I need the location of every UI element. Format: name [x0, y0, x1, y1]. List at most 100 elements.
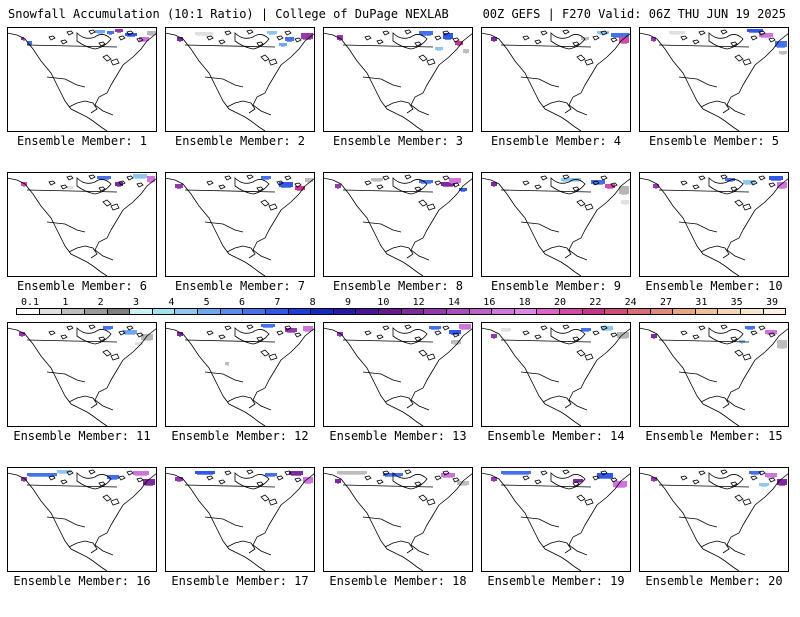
geographic-outlines — [165, 469, 315, 572]
colorbar-tick-label: 35 — [730, 297, 743, 308]
geographic-outlines — [639, 469, 789, 572]
colorbar-swatch — [445, 309, 469, 314]
ensemble-member-label: Ensemble Member: 14 — [487, 429, 625, 443]
snowfall-field — [337, 324, 471, 345]
ensemble-member-label: Ensemble Member: 17 — [171, 574, 309, 588]
ensemble-member-label: Ensemble Member: 9 — [490, 279, 622, 293]
ensemble-member-label: Ensemble Member: 15 — [645, 429, 783, 443]
colorbar-tick-label: 39 — [765, 297, 779, 308]
colorbar-swatch — [491, 309, 514, 314]
snowfall-map — [481, 467, 631, 572]
colorbar-swatch — [536, 309, 559, 314]
ensemble-member-label: Ensemble Member: 16 — [13, 574, 151, 588]
snowfall-map — [165, 172, 315, 277]
geographic-outlines — [481, 469, 631, 572]
ensemble-panel: Ensemble Member: 8 — [323, 172, 473, 322]
colorbar-swatch — [649, 309, 673, 314]
snowfall-field — [21, 29, 156, 46]
snowfall-field — [21, 470, 155, 486]
ensemble-member-label: Ensemble Member: 11 — [13, 429, 151, 443]
ensemble-member-label: Ensemble Member: 7 — [174, 279, 306, 293]
colorbar-tick-label: 31 — [695, 297, 708, 308]
ensemble-panel: Ensemble Member: 18 — [323, 467, 473, 617]
geographic-outlines — [639, 324, 789, 427]
colorbar-swatch — [61, 309, 84, 314]
map-frame — [639, 467, 789, 572]
geographic-outlines — [481, 174, 631, 277]
colorbar-swatch — [332, 309, 356, 314]
ensemble-panel: Ensemble Member: 1 — [7, 27, 157, 177]
map-frame — [165, 172, 315, 277]
ensemble-member-label: Ensemble Member: 5 — [648, 134, 780, 148]
map-frame — [7, 322, 157, 427]
geographic-outlines — [323, 29, 473, 132]
ensemble-panel: Ensemble Member: 6 — [7, 172, 157, 322]
colorbar-tick-label: 0.1 — [20, 297, 40, 308]
colorbar-tick-label: 6 — [238, 297, 246, 308]
colorbar-tick-label: 16 — [483, 297, 496, 308]
snowfall-field — [175, 471, 313, 484]
colorbar-tick-label: 18 — [518, 297, 531, 308]
map-frame — [639, 172, 789, 277]
colorbar-swatch — [17, 309, 39, 314]
snowfall-map — [323, 27, 473, 132]
snowfall-map — [165, 322, 315, 427]
ensemble-member-label: Ensemble Member: 13 — [329, 429, 467, 443]
snowfall-field — [653, 176, 787, 189]
ensemble-member-label: Ensemble Member: 20 — [645, 574, 783, 588]
colorbar-strip — [16, 308, 786, 315]
colorbar-tick-label: 1 — [62, 297, 69, 308]
map-frame — [323, 467, 473, 572]
snowfall-map — [165, 467, 315, 572]
colorbar-swatch — [423, 309, 446, 314]
snowfall-map — [639, 467, 789, 572]
geographic-outlines — [165, 174, 315, 277]
geographic-outlines — [7, 324, 157, 427]
ensemble-member-label: Ensemble Member: 12 — [171, 429, 309, 443]
map-frame — [165, 467, 315, 572]
geographic-outlines — [165, 324, 315, 427]
geographic-outlines — [639, 29, 789, 132]
geographic-outlines — [639, 174, 789, 277]
snowfall-map — [323, 467, 473, 572]
ensemble-panel: Ensemble Member: 5 — [639, 27, 789, 177]
ensemble-member-label: Ensemble Member: 4 — [490, 134, 622, 148]
snowfall-map — [165, 27, 315, 132]
ensemble-panel: Ensemble Member: 20 — [639, 467, 789, 617]
ensemble-panel: Ensemble Member: 9 — [481, 172, 631, 322]
ensemble-panel: Ensemble Member: 19 — [481, 467, 631, 617]
snowfall-map — [481, 27, 631, 132]
snowfall-map — [639, 322, 789, 427]
snowfall-map — [7, 322, 157, 427]
colorbar-swatch — [38, 309, 62, 314]
ensemble-panel: Ensemble Member: 15 — [639, 322, 789, 472]
colorbar-swatch — [400, 309, 424, 314]
map-frame — [165, 27, 315, 132]
colorbar-swatch — [242, 309, 265, 314]
ensemble-panel: Ensemble Member: 2 — [165, 27, 315, 177]
colorbar-swatch — [355, 309, 378, 314]
colorbar-swatch — [151, 309, 175, 314]
colorbar-tick-label: 3 — [132, 297, 140, 308]
ensemble-member-label: Ensemble Member: 2 — [174, 134, 306, 148]
colorbar-swatch — [694, 309, 718, 314]
snowfall-map — [7, 467, 157, 572]
colorbar-swatch — [740, 309, 763, 314]
colorbar-tick-label: 9 — [344, 297, 352, 308]
geographic-outlines — [7, 174, 157, 277]
colorbar-swatch — [581, 309, 605, 314]
snowfall-field — [21, 174, 155, 190]
geographic-outlines — [7, 469, 157, 572]
geographic-outlines — [165, 29, 315, 132]
colorbar-swatch — [604, 309, 627, 314]
snowfall-map — [7, 172, 157, 277]
colorbar-tick-label: 27 — [659, 297, 673, 308]
colorbar-swatch — [106, 309, 130, 314]
snowfall-field — [651, 471, 787, 487]
colorbar-swatch — [762, 309, 786, 314]
ensemble-panel: Ensemble Member: 13 — [323, 322, 473, 472]
map-frame — [323, 27, 473, 132]
colorbar-tick-label: 24 — [624, 297, 637, 308]
ensemble-panel: Ensemble Member: 7 — [165, 172, 315, 322]
map-frame — [639, 322, 789, 427]
